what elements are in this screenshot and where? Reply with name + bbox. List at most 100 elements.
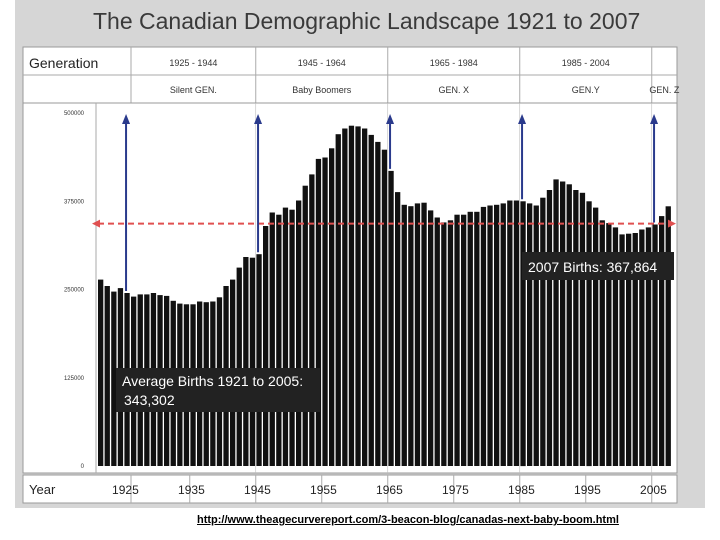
bar-1996 xyxy=(593,207,599,466)
average-births-value: 343,302 xyxy=(124,392,175,408)
bar-1985 xyxy=(520,201,526,467)
generation-name: Silent GEN. xyxy=(170,85,217,95)
births-2007-label: 2007 Births: 367,864 xyxy=(528,259,657,275)
bar-1955 xyxy=(322,157,328,466)
generation-arrow-head xyxy=(254,114,263,124)
x-tick-label: 1945 xyxy=(244,483,271,497)
bar-1975 xyxy=(454,214,460,466)
bar-1967 xyxy=(401,204,407,467)
bar-1958 xyxy=(342,128,348,466)
average-arrow-left xyxy=(92,219,100,228)
bar-1986 xyxy=(527,203,533,466)
bar-1992 xyxy=(566,184,572,467)
y-tick-label: 375000 xyxy=(64,199,85,205)
bar-1954 xyxy=(315,158,322,466)
bar-1971 xyxy=(428,210,434,466)
bar-1950 xyxy=(289,209,295,466)
bar-1962 xyxy=(368,134,374,466)
generation-name: Baby Boomers xyxy=(292,85,352,95)
y-tick-label: 0 xyxy=(81,464,85,470)
bar-1993 xyxy=(573,190,579,466)
bar-2002 xyxy=(632,233,638,466)
bar-1968 xyxy=(408,206,414,466)
bar-1976 xyxy=(461,214,467,466)
x-tick-label: 1975 xyxy=(442,483,469,497)
bar-1983 xyxy=(507,200,513,466)
bar-1947 xyxy=(269,212,275,466)
average-arrow-right xyxy=(668,219,676,228)
births-2007-box xyxy=(522,252,674,280)
generation-arrow-head xyxy=(650,114,659,124)
bar-1980 xyxy=(487,205,493,466)
bar-2006 xyxy=(659,216,665,466)
generation-name: GEN. X xyxy=(438,85,469,95)
bar-1961 xyxy=(362,128,368,466)
bar-1989 xyxy=(546,190,553,466)
bar-1987 xyxy=(533,205,539,466)
bar-1977 xyxy=(467,211,473,466)
bar-1991 xyxy=(560,181,566,466)
bar-1921 xyxy=(98,279,104,466)
bar-1922 xyxy=(104,286,110,466)
bar-2001 xyxy=(626,233,632,466)
average-births-label: Average Births 1921 to 2005: xyxy=(122,373,303,389)
year-label: Year xyxy=(29,482,56,497)
generation-years: 1925 - 1944 xyxy=(169,58,217,68)
generation-label: Generation xyxy=(29,55,98,71)
bar-1982 xyxy=(500,203,506,466)
bar-1969 xyxy=(414,203,421,466)
generation-name: GEN. Z xyxy=(649,85,680,95)
bar-1973 xyxy=(441,222,447,466)
generation-arrow-head xyxy=(518,114,527,124)
average-births-box xyxy=(116,368,320,412)
bar-1953 xyxy=(309,174,315,466)
bar-1990 xyxy=(553,179,559,466)
bar-1972 xyxy=(434,217,440,466)
bar-1998 xyxy=(606,223,612,466)
y-tick-label: 125000 xyxy=(64,376,85,382)
bar-1995 xyxy=(586,201,592,467)
bar-1949 xyxy=(282,207,289,466)
x-tick-label: 1955 xyxy=(310,483,337,497)
bar-1952 xyxy=(302,185,308,466)
demographic-chart: Generation 1925 - 1944 Silent GEN. 1945 - … xyxy=(22,46,680,504)
bar-1981 xyxy=(494,204,500,467)
generation-arrow-head xyxy=(122,114,131,124)
bar-1945 xyxy=(256,254,262,466)
bar-2003 xyxy=(639,229,645,466)
bar-2007 xyxy=(665,206,671,467)
page-title: The Canadian Demographic Landscape 1921 … xyxy=(93,8,641,34)
bar-1948 xyxy=(276,214,282,466)
bar-1923 xyxy=(111,291,117,466)
bar-1956 xyxy=(329,148,335,467)
bar-1943 xyxy=(243,257,249,466)
bar-1946 xyxy=(263,226,269,466)
bar-1960 xyxy=(355,126,361,467)
x-tick-label: 2005 xyxy=(640,483,667,497)
generation-name: GEN.Y xyxy=(572,85,600,95)
year-axis-strip xyxy=(22,474,678,504)
x-tick-label: 1985 xyxy=(508,483,535,497)
bar-1942 xyxy=(236,267,242,466)
bar-1944 xyxy=(249,257,256,466)
source-link[interactable]: http://www.theagecurvereport.com/3-beaco… xyxy=(197,514,619,526)
bar-1994 xyxy=(579,192,586,467)
bar-1970 xyxy=(421,202,427,466)
bar-2004 xyxy=(645,227,652,466)
y-tick-label: 500000 xyxy=(64,111,85,117)
y-tick-label: 250000 xyxy=(64,288,85,294)
x-tick-label: 1935 xyxy=(178,483,205,497)
bar-1997 xyxy=(599,220,605,466)
x-tick-label: 1925 xyxy=(112,483,139,497)
bar-1999 xyxy=(612,227,619,466)
bar-1984 xyxy=(513,200,520,466)
x-tick-label: 1995 xyxy=(574,483,601,497)
bar-2005 xyxy=(652,224,658,466)
bar-1978 xyxy=(474,211,480,466)
bar-2000 xyxy=(619,234,625,466)
bar-1964 xyxy=(381,149,388,466)
generation-arrow-head xyxy=(386,114,395,124)
bar-1966 xyxy=(395,192,401,466)
bar-1957 xyxy=(335,134,341,466)
generation-years: 1945 - 1964 xyxy=(298,58,346,68)
